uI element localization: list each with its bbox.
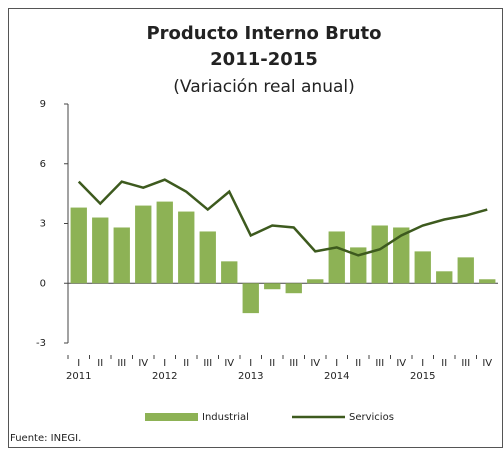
bar: [371, 225, 388, 284]
x-tick-label: I: [335, 358, 338, 369]
bar: [92, 217, 109, 284]
bar: [393, 227, 410, 284]
bar: [113, 227, 130, 284]
y-tick-label: 3: [40, 219, 46, 230]
x-tick-label: III: [461, 358, 470, 369]
bar: [135, 205, 152, 284]
x-tick-label: IV: [396, 358, 406, 369]
x-tick-label: IV: [224, 358, 234, 369]
x-tick-label: IV: [310, 358, 320, 369]
legend-swatch: [145, 413, 198, 421]
bar: [221, 261, 238, 284]
legend-label: Industrial: [202, 412, 249, 423]
x-tick-label: I: [77, 358, 80, 369]
bar: [70, 207, 87, 284]
x-tick-label: III: [289, 358, 298, 369]
line: [77, 178, 488, 257]
bar: [242, 283, 259, 314]
bar: [350, 247, 367, 284]
bar: [414, 251, 431, 284]
y-tick-label: 0: [40, 278, 46, 289]
x-group-label: 2015: [410, 371, 435, 382]
x-tick-label: III: [375, 358, 384, 369]
x-tick-label: III: [203, 358, 212, 369]
x-group-label: 2014: [324, 371, 349, 382]
x-group-label: 2012: [152, 371, 177, 382]
x-tick-label: I: [249, 358, 252, 369]
x-tick-label: IV: [482, 358, 492, 369]
source: Fuente: INEGI.: [10, 433, 81, 444]
x-tick-label: II: [97, 358, 103, 369]
x-tick-label: II: [441, 358, 447, 369]
x-tick-label: II: [355, 358, 361, 369]
y-tick-label: -3: [36, 338, 46, 349]
chart-subtitle: 2011-2015: [210, 49, 318, 70]
bar: [436, 271, 453, 284]
bar: [199, 231, 216, 284]
x-tick-label: II: [183, 358, 189, 369]
bar: [264, 283, 281, 290]
y-tick-label: 9: [40, 99, 46, 110]
bar: [156, 201, 173, 284]
bar: [285, 283, 302, 294]
y-tick-label: 6: [40, 159, 46, 170]
x-tick-label: I: [421, 358, 424, 369]
bar: [307, 279, 324, 284]
x-tick-label: IV: [138, 358, 148, 369]
bar: [328, 231, 345, 284]
x-tick-label: II: [269, 358, 275, 369]
x-tick-label: I: [163, 358, 166, 369]
bar: [178, 211, 195, 284]
bar: [457, 257, 474, 284]
x-group-label: 2011: [66, 371, 91, 382]
chart-subtitle: (Variación real anual): [173, 77, 355, 97]
bar: [479, 279, 496, 284]
chart-title: Producto Interno Bruto: [146, 23, 381, 44]
x-tick-label: III: [117, 358, 126, 369]
legend-label: Servicios: [349, 412, 394, 423]
x-group-label: 2013: [238, 371, 263, 382]
frame: [8, 8, 503, 448]
